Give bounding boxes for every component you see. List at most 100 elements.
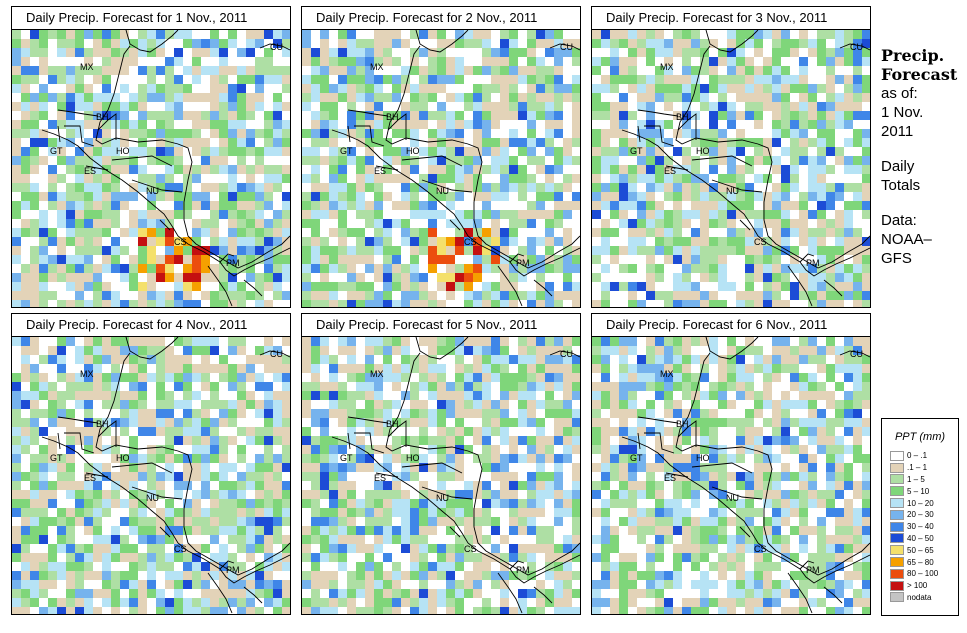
precip-cell [500, 391, 509, 400]
precip-cell [237, 165, 246, 174]
precip-cell [736, 66, 745, 75]
precip-cell [338, 30, 347, 39]
precip-cell [610, 228, 619, 237]
precip-cell [509, 156, 518, 165]
precip-cell [691, 580, 700, 589]
precip-cell [664, 508, 673, 517]
precip-cell [655, 93, 664, 102]
precip-cell [781, 165, 790, 174]
country-label: PM [226, 258, 240, 268]
precip-cell [446, 571, 455, 580]
precip-cell [329, 355, 338, 364]
precip-cell [754, 66, 763, 75]
precip-cell [781, 427, 790, 436]
precip-cell [120, 535, 129, 544]
precip-cell [255, 156, 264, 165]
precip-cell [392, 382, 401, 391]
precip-cell [410, 535, 419, 544]
precip-cell [75, 490, 84, 499]
precip-cell [264, 192, 273, 201]
precip-cell [329, 282, 338, 291]
precip-cell [808, 246, 817, 255]
precip-cell [311, 120, 320, 129]
precip-cell [572, 364, 580, 373]
precip-cell [554, 373, 563, 382]
precip-cell [156, 183, 165, 192]
precip-cell [527, 66, 536, 75]
precip-cell [628, 508, 637, 517]
precip-cell [273, 138, 282, 147]
precip-cell [754, 237, 763, 246]
precip-cell [536, 66, 545, 75]
precip-cell [563, 490, 572, 499]
precip-cell [273, 436, 282, 445]
precip-cell [500, 30, 509, 39]
precip-cell [682, 282, 691, 291]
precip-cell [237, 192, 246, 201]
precip-cell [219, 165, 228, 174]
precip-cell [736, 201, 745, 210]
precip-cell [147, 183, 156, 192]
precip-cell [219, 291, 228, 300]
precip-cell [329, 499, 338, 508]
precip-cell [853, 75, 862, 84]
precip-cell [655, 201, 664, 210]
precip-cell [781, 544, 790, 553]
precip-cell [138, 598, 147, 607]
precip-cell [518, 499, 527, 508]
precip-cell [862, 291, 870, 300]
country-label: CU [270, 349, 283, 359]
precip-cell [129, 562, 138, 571]
precip-cell [30, 30, 39, 39]
precip-cell [536, 255, 545, 264]
precip-cell [455, 93, 464, 102]
precip-cell [129, 553, 138, 562]
precip-cell [673, 382, 682, 391]
precip-cell [311, 138, 320, 147]
precip-cell [853, 129, 862, 138]
precip-cell [727, 228, 736, 237]
precip-cell [844, 418, 853, 427]
precip-cell [862, 264, 870, 273]
precip-cell [817, 219, 826, 228]
precip-cell [428, 571, 437, 580]
precip-cell [255, 255, 264, 264]
precip-cell [772, 436, 781, 445]
precip-cell [228, 337, 237, 346]
precip-cell [428, 165, 437, 174]
precip-cell [619, 427, 628, 436]
precip-cell [219, 111, 228, 120]
precip-cell [709, 291, 718, 300]
precip-cell [210, 427, 219, 436]
precip-cell [673, 463, 682, 472]
precip-cell [709, 463, 718, 472]
legend-swatch [890, 498, 904, 509]
precip-cell [772, 120, 781, 129]
precip-cell [610, 490, 619, 499]
precip-cell [129, 580, 138, 589]
precip-cell [473, 364, 482, 373]
precip-cell [718, 472, 727, 481]
precip-cell [682, 436, 691, 445]
precip-cell [781, 418, 790, 427]
precip-cell [228, 346, 237, 355]
precip-cell [311, 562, 320, 571]
precip-cell [30, 165, 39, 174]
precip-cell [437, 246, 446, 255]
precip-cell [844, 273, 853, 282]
precip-cell [273, 562, 282, 571]
precip-cell [12, 174, 21, 183]
precip-cell [527, 346, 536, 355]
precip-cell [192, 66, 201, 75]
precip-cell [246, 589, 255, 598]
precip-cell [718, 535, 727, 544]
precip-cell [147, 111, 156, 120]
precip-cell [799, 192, 808, 201]
precip-cell [374, 544, 383, 553]
precip-cell [264, 264, 273, 273]
precip-cell [826, 264, 835, 273]
precip-cell [273, 93, 282, 102]
precip-cell [48, 264, 57, 273]
coastline [259, 43, 290, 51]
precip-cell [201, 192, 210, 201]
